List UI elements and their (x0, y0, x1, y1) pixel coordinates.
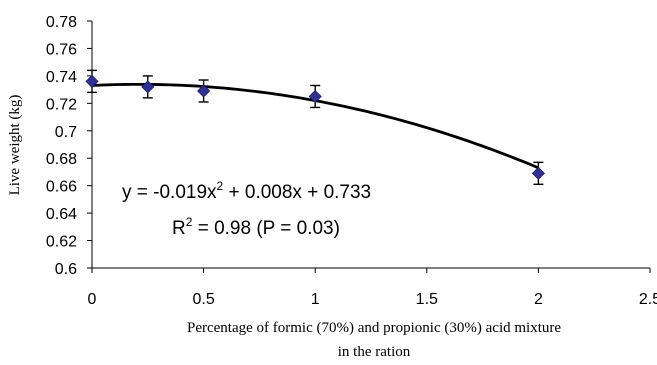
equation-exponent: 2 (217, 179, 224, 193)
x-tick-label: 1.5 (416, 291, 438, 308)
x-tick-label: 0 (88, 291, 97, 308)
x-axis-label: Percentage of formic (70%) and propionic… (187, 320, 561, 336)
error-bars (87, 69, 544, 185)
r2-suffix: = 0.98 (P = 0.03) (192, 218, 340, 239)
y-tick-label: 0.78 (46, 14, 77, 31)
data-point (531, 166, 545, 180)
regression-equation: y = -0.019x2 + 0.008x + 0.733 (122, 179, 371, 203)
y-tick-label: 0.6 (55, 261, 77, 278)
data-points (85, 74, 545, 180)
y-tick-label: 0.62 (46, 234, 77, 251)
y-tick-label: 0.7 (55, 124, 77, 141)
r2-exponent: 2 (186, 215, 193, 229)
x-tick-label: 1 (311, 291, 320, 308)
x-axis-label-line2: in the ration (338, 344, 411, 360)
y-tick-label: 0.74 (46, 69, 77, 86)
x-tick-label: 2.5 (639, 291, 657, 308)
data-point (308, 89, 322, 104)
y-tick-label: 0.68 (46, 151, 77, 168)
y-tick-label: 0.66 (46, 179, 77, 196)
data-point (85, 74, 99, 88)
data-point (197, 84, 211, 98)
r2-prefix: R (172, 218, 186, 239)
x-axis-ticks: 0 0.5 1 1.5 2 2.5 (88, 268, 657, 308)
equation-prefix: y = -0.019x (122, 182, 217, 203)
data-point (141, 80, 155, 94)
r-squared-label: R2 = 0.98 (P = 0.03) (172, 215, 340, 239)
x-tick-label: 0.5 (192, 291, 214, 308)
y-tick-label: 0.72 (46, 96, 77, 113)
equation-suffix: + 0.008x + 0.733 (223, 182, 371, 203)
x-tick-label: 2 (534, 291, 543, 308)
y-axis-label: Live weight (kg) (7, 95, 23, 196)
y-tick-label: 0.64 (46, 206, 77, 223)
y-tick-label: 0.76 (46, 41, 77, 58)
y-axis-ticks: 0.6 0.62 0.64 0.66 0.68 0.7 0.72 0.74 0.76 0.78 (46, 14, 92, 278)
